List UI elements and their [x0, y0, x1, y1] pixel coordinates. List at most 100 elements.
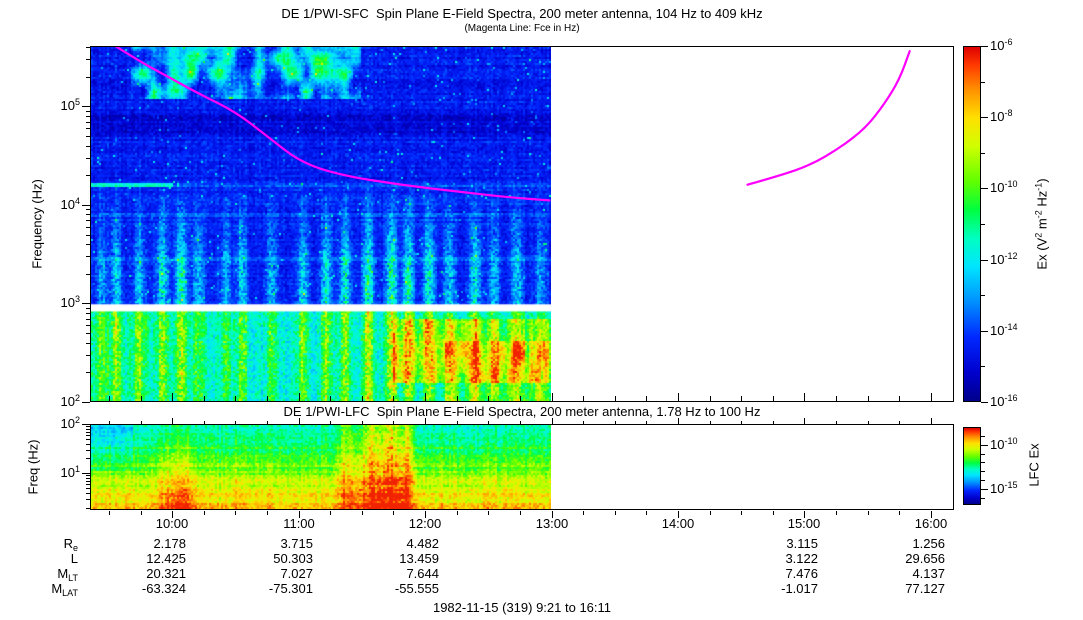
- tick-mark: [741, 421, 742, 424]
- tick-mark: [646, 511, 647, 515]
- tick-mark: [172, 511, 173, 518]
- tick-mark: [678, 511, 679, 518]
- tick-mark: [172, 393, 173, 401]
- tick-label: 10-8: [990, 108, 1013, 124]
- tick-mark: [899, 421, 900, 424]
- tick-mark: [836, 396, 837, 401]
- ephemeris-value: -55.555: [394, 581, 439, 596]
- tick-mark: [204, 511, 205, 515]
- tick-mark: [86, 372, 90, 374]
- time-tick-label: 10:00: [155, 516, 189, 531]
- tick-mark: [981, 330, 988, 332]
- tick-mark: [804, 511, 805, 518]
- ephemeris-value: 2.178: [153, 536, 186, 551]
- tick-mark: [741, 511, 742, 515]
- tick-mark: [899, 396, 900, 401]
- tick-mark: [86, 214, 90, 216]
- ephemeris-value: 3.122: [785, 551, 818, 566]
- tick-label: 10-15: [990, 480, 1018, 496]
- tick-mark: [836, 511, 837, 515]
- tick-mark: [520, 511, 521, 515]
- tick-mark: [981, 435, 985, 437]
- tick-mark: [86, 333, 90, 335]
- ephemeris-row-label: Re: [63, 536, 78, 553]
- tick-mark: [267, 511, 268, 515]
- tick-mark: [981, 46, 988, 47]
- tick-mark: [931, 511, 932, 518]
- tick-mark: [86, 480, 90, 482]
- tick-mark: [172, 418, 173, 424]
- tick-mark: [868, 421, 869, 424]
- tick-mark: [86, 507, 90, 509]
- tick-mark: [981, 402, 988, 403]
- tick-mark: [981, 489, 988, 491]
- tick-mark: [330, 421, 331, 424]
- tick-mark: [583, 511, 584, 515]
- ephemeris-value: 50.303: [273, 551, 313, 566]
- tick-mark: [868, 511, 869, 515]
- tick-mark: [86, 438, 90, 440]
- tick-mark: [86, 325, 90, 327]
- tick-mark: [836, 421, 837, 424]
- ephemeris-value: 3.115: [786, 536, 818, 551]
- tick-mark: [330, 396, 331, 401]
- ephemeris-value: -63.324: [141, 581, 186, 596]
- tick-mark: [82, 424, 90, 425]
- tick-mark: [646, 396, 647, 401]
- tick-mark: [868, 396, 869, 401]
- tick-mark: [109, 511, 110, 515]
- lfc-colorbar-gradient: [964, 428, 980, 504]
- lfc-spectrogram-image: [91, 425, 551, 509]
- tick-mark: [981, 453, 985, 455]
- tick-mark: [804, 418, 805, 424]
- ephemeris-value: 20.321: [146, 566, 186, 581]
- tick-mark: [141, 421, 142, 424]
- ephemeris-value: -1.017: [781, 581, 818, 596]
- ephemeris-value: 7.027: [280, 566, 313, 581]
- tick-mark: [86, 342, 90, 344]
- tick-mark: [204, 421, 205, 424]
- tick-mark: [86, 318, 90, 320]
- tick-label: 10-10: [990, 179, 1018, 195]
- tick-mark: [804, 393, 805, 401]
- tick-label: 10-12: [990, 251, 1018, 267]
- tick-mark: [82, 402, 90, 403]
- ephemeris-row-label: L: [70, 551, 78, 566]
- subtitle: (Magenta Line: Fce in Hz): [464, 23, 580, 34]
- tick-mark: [82, 303, 90, 305]
- tick-mark: [86, 110, 90, 112]
- tick-mark: [773, 511, 774, 515]
- tick-mark: [86, 209, 90, 211]
- tick-mark: [86, 434, 90, 436]
- tick-mark: [86, 115, 90, 117]
- tick-mark: [981, 295, 985, 297]
- tick-mark: [235, 421, 236, 424]
- time-tick-label: 13:00: [535, 516, 569, 531]
- ephemeris-value: 4.482: [406, 536, 439, 551]
- ephemeris-value: 13.459: [399, 551, 439, 566]
- tick-label: 104: [60, 196, 80, 212]
- tick-mark: [82, 473, 90, 475]
- ephemeris-value: 12.425: [146, 551, 186, 566]
- tick-label: 10-6: [990, 37, 1013, 53]
- tick-mark: [615, 511, 616, 515]
- tick-mark: [109, 421, 110, 424]
- tick-mark: [583, 396, 584, 401]
- tick-mark: [299, 418, 300, 424]
- tick-mark: [520, 421, 521, 424]
- tick-mark: [899, 511, 900, 515]
- tick-mark: [86, 226, 90, 228]
- tick-mark: [86, 128, 90, 130]
- time-tick-label: 11:00: [283, 516, 315, 531]
- tick-mark: [393, 511, 394, 515]
- tick-mark: [981, 366, 985, 368]
- tick-mark: [235, 511, 236, 515]
- ephemeris-value: 7.476: [785, 566, 818, 581]
- time-tick-label: 14:00: [661, 516, 695, 531]
- fce-curve-segment: [746, 50, 911, 186]
- tick-mark: [141, 511, 142, 515]
- tick-mark: [981, 444, 988, 446]
- tick-mark: [741, 396, 742, 401]
- tick-mark: [86, 121, 90, 123]
- tick-mark: [981, 497, 985, 499]
